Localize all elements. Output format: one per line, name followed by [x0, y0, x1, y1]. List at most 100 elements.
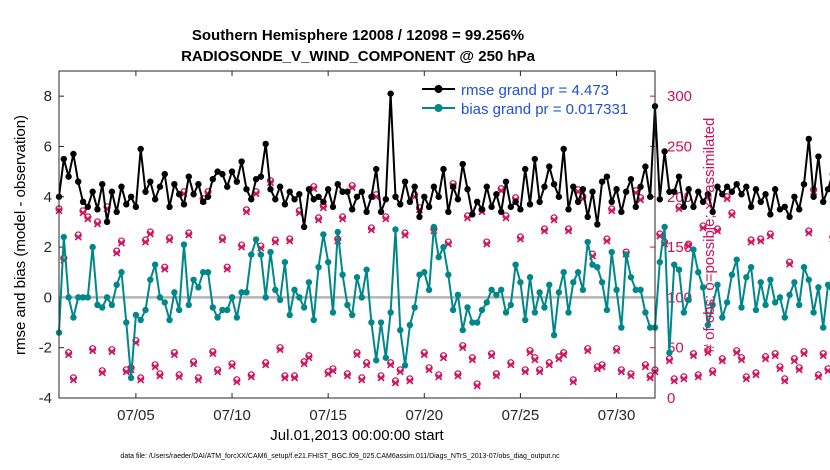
obs-x-stroke	[117, 239, 126, 247]
rmse-point	[348, 206, 356, 213]
obs-assimilated-point	[396, 368, 404, 376]
obs-assimilated-point	[228, 362, 236, 370]
obs-x-stroke	[766, 232, 774, 240]
obs-assimilated-point	[560, 351, 568, 359]
obs-assimilated-point	[468, 356, 476, 364]
x-axis-label: Jul.01,2013 00:00:00 start	[270, 427, 444, 444]
obs-assimilated-point	[627, 372, 635, 380]
obs-assimilated-point	[689, 352, 698, 360]
bias-point	[743, 274, 750, 281]
bias-point	[565, 309, 572, 316]
rmse-point	[363, 208, 370, 216]
obs-x-stroke	[617, 368, 625, 376]
bias-point	[286, 311, 293, 319]
obs-x-stroke	[771, 352, 779, 360]
obs-assimilated-point	[165, 236, 174, 244]
y2-axis-label: # of obs: o=possible; ×=assimilated	[701, 118, 718, 353]
bias-point	[767, 276, 774, 283]
bias-point	[805, 276, 813, 283]
rmse-point	[190, 191, 197, 198]
bias-point	[695, 269, 702, 276]
obs-x-stroke	[709, 369, 717, 377]
obs-x-stroke	[776, 365, 784, 373]
obs-assimilated-point	[190, 360, 198, 368]
rmse-point	[824, 186, 830, 193]
obs-assimilated-point	[401, 231, 409, 239]
rmse-point	[805, 135, 813, 143]
bias-point	[430, 223, 438, 231]
obs-assimilated-point	[665, 357, 673, 365]
obs-assimilated-point	[646, 374, 654, 382]
obs-assimilated-point	[281, 374, 289, 382]
bias-point	[488, 286, 495, 294]
rmse-point	[248, 196, 255, 203]
plot-area	[59, 71, 655, 398]
bias-point	[228, 294, 236, 301]
rmse-point	[75, 178, 82, 185]
rmse-point	[714, 183, 721, 190]
obs-assimilated-point	[79, 209, 87, 217]
bias-point	[296, 294, 303, 301]
bias-point	[363, 266, 370, 273]
obs-x-stroke	[233, 378, 241, 386]
bias-point	[440, 243, 447, 251]
y-tick-label: 2	[44, 239, 52, 256]
rmse-point	[454, 196, 462, 203]
rmse-point	[747, 203, 755, 211]
bias-point	[382, 354, 390, 361]
obs-x-stroke	[271, 238, 279, 246]
bias-point	[714, 281, 721, 289]
obs-x-stroke	[598, 363, 606, 371]
bias-point	[747, 264, 755, 271]
obs-assimilated-point	[185, 231, 193, 239]
obs-assimilated-point	[680, 375, 688, 383]
rmse-point	[65, 173, 72, 180]
bias-point	[300, 304, 308, 311]
obs-x-stroke	[612, 347, 621, 355]
obs-assimilated-point	[439, 354, 448, 362]
bias-point	[632, 286, 639, 294]
rmse-point	[344, 188, 351, 195]
bias-point	[75, 294, 82, 301]
obs-assimilated-point	[608, 207, 616, 215]
rmse-series	[55, 90, 830, 231]
rmse-point	[199, 198, 207, 205]
obs-assimilated-point	[757, 237, 765, 245]
obs-assimilated-point	[156, 372, 164, 380]
bias-point	[824, 281, 830, 289]
rmse-point	[397, 201, 404, 208]
rmse-point	[594, 221, 601, 228]
bias-point	[473, 319, 481, 326]
bias-point	[810, 309, 817, 316]
obs-x-stroke	[113, 249, 121, 257]
obs-x-stroke	[805, 229, 813, 237]
obs-x-stroke	[353, 351, 361, 359]
obs-assimilated-point	[161, 265, 169, 273]
obs-assimilated-point	[723, 195, 731, 203]
obs-assimilated-point	[170, 351, 178, 359]
rmse-point	[781, 203, 788, 211]
obs-assimilated-point	[507, 361, 515, 369]
bias-point	[603, 306, 611, 314]
rmse-point	[757, 198, 764, 205]
y-tick-label: -4	[39, 390, 52, 407]
obs-count-markers	[55, 177, 830, 390]
obs-x-stroke	[247, 373, 255, 381]
obs-x-stroke	[536, 368, 544, 376]
obs-assimilated-point	[233, 378, 241, 386]
rmse-point	[123, 201, 130, 208]
obs-x-stroke	[627, 372, 635, 380]
bias-point	[348, 311, 356, 319]
obs-x-stroke	[819, 352, 827, 360]
obs-assimilated-point	[348, 184, 356, 192]
obs-assimilated-point	[69, 376, 77, 384]
obs-assimilated-point	[713, 227, 722, 235]
bias-point	[757, 279, 764, 286]
axis-ticks: 07/05 07/10 07/15 07/20 07/25 07/30 -4 -2 0 2 4 6 8 0…	[39, 71, 692, 424]
obs-x-stroke	[223, 265, 231, 273]
obs-x-stroke	[483, 240, 491, 248]
rmse-point	[445, 208, 452, 216]
rmse-point	[661, 148, 668, 155]
rmse-point	[281, 201, 289, 208]
rmse-point	[815, 153, 822, 160]
